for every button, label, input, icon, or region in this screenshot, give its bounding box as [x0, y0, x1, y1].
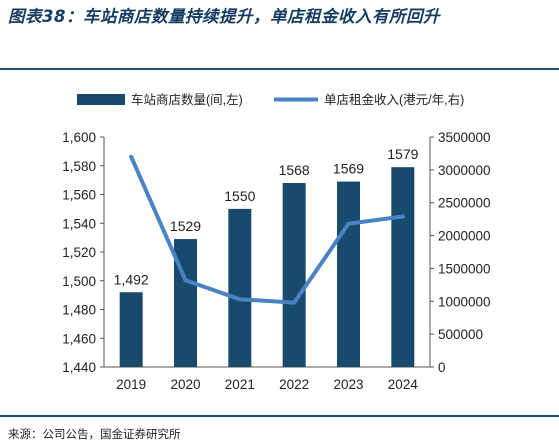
left-tick-label: 1,440 [62, 360, 96, 375]
right-tick-label: 1000000 [438, 294, 491, 309]
right-tick-label: 3000000 [438, 163, 491, 178]
right-tick-label: 1500000 [438, 261, 491, 276]
bar-2022 [282, 183, 306, 367]
right-tick-label: 2000000 [438, 229, 491, 244]
legend-label-bar: 车站商店数量(间,左) [131, 92, 243, 107]
x-tick-label: 2021 [225, 377, 255, 392]
x-tick-label: 2020 [170, 377, 200, 392]
left-tick-label: 1,600 [62, 130, 96, 145]
bar-2021 [228, 208, 252, 367]
bar-2023 [337, 181, 360, 367]
chart: 车站商店数量(间,左) 单店租金收入(港元/年,右) 1,4401,4601,4… [62, 92, 490, 392]
bar-value-label: 1569 [333, 161, 364, 177]
bar-value-label: 1550 [224, 188, 255, 204]
bottom-rule [0, 415, 559, 417]
bar-value-label: 1579 [387, 146, 418, 162]
bar-value-label: 1568 [279, 162, 310, 178]
left-tick-label: 1,540 [62, 216, 96, 231]
plot-area: 1,440 1,460 1,480 1,500 1,520 1,540 1,560 1,580… [62, 130, 490, 392]
bar-value-label: 1529 [170, 218, 201, 234]
chart-title: 图表38：车站商店数量持续提升，单店租金收入有所回升 [8, 7, 440, 26]
legend-swatch-bar [77, 94, 125, 105]
right-tick-label: 0 [438, 360, 446, 375]
rent-income-line [129, 154, 405, 305]
left-tick-label: 1,580 [62, 159, 96, 174]
top-rule [0, 68, 559, 70]
x-tick-label: 2024 [388, 377, 419, 392]
left-tick-label: 1,560 [62, 188, 96, 203]
legend-label-line: 单店租金收入(港元/年,右) [324, 92, 464, 107]
right-tick-label: 500000 [438, 327, 483, 342]
left-tick-label: 1,500 [62, 274, 96, 289]
x-tick-label: 2023 [333, 377, 363, 392]
source-note: 来源：公司公告，国金证券研究所 [8, 427, 181, 441]
right-tick-label: 2500000 [438, 196, 491, 211]
left-tick-label: 1,460 [62, 331, 96, 346]
legend: 车站商店数量(间,左) 单店租金收入(港元/年,右) [77, 92, 464, 107]
right-tick-label: 3500000 [438, 130, 491, 145]
x-tick-label: 2019 [116, 377, 146, 392]
x-tick-label: 2022 [279, 377, 309, 392]
bar-2019 [119, 292, 143, 367]
left-tick-label: 1,480 [62, 303, 96, 318]
bar-2024 [391, 167, 415, 367]
left-tick-label: 1,520 [62, 245, 96, 260]
bar-value-label: 1,492 [114, 271, 149, 287]
